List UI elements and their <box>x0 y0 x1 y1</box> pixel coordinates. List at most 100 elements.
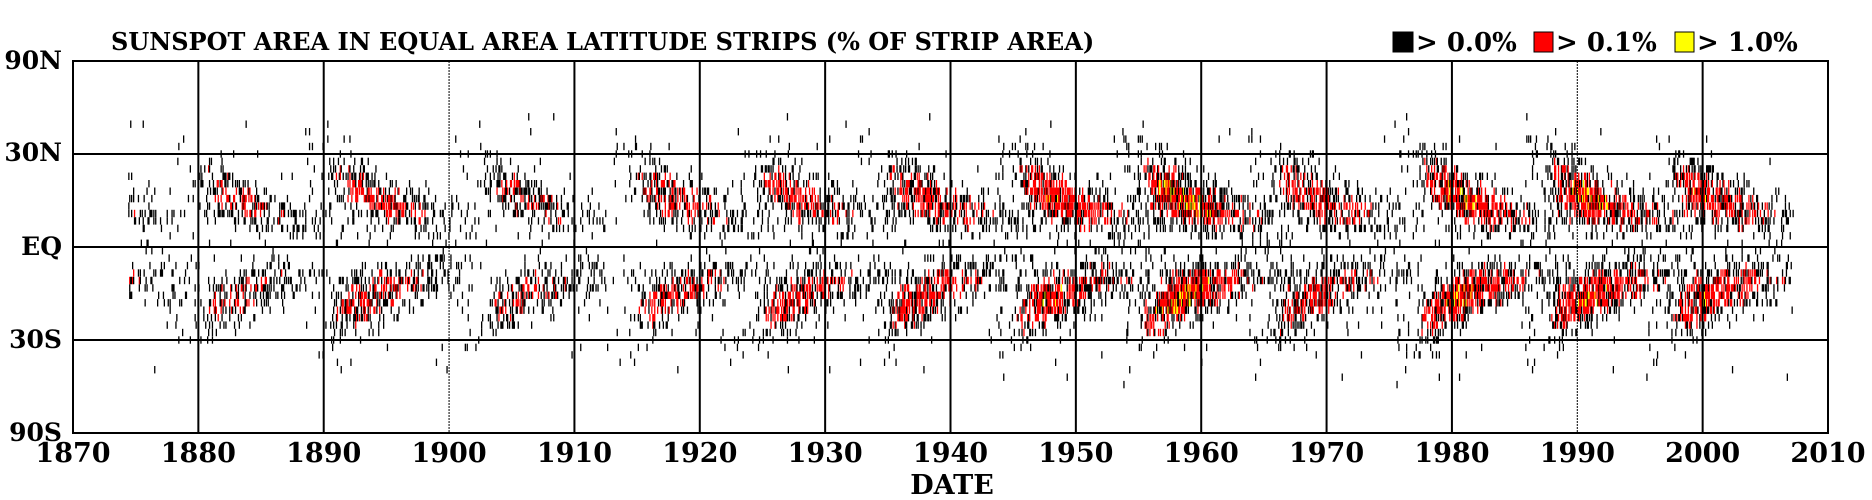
sunspot-mark <box>814 209 816 218</box>
sunspot-mark <box>659 299 662 307</box>
sunspot-mark <box>1086 202 1089 210</box>
sunspot-mark <box>207 187 209 195</box>
sunspot-mark <box>402 209 404 218</box>
sunspot-mark <box>779 180 781 188</box>
sunspot-mark <box>491 321 493 329</box>
sunspot-mark <box>1046 291 1048 299</box>
sunspot-mark <box>937 209 939 218</box>
sunspot-mark <box>389 209 391 218</box>
sunspot-mark <box>260 217 263 225</box>
sunspot-mark <box>418 217 420 225</box>
sunspot-mark <box>1020 284 1022 292</box>
sunspot-mark <box>245 120 247 128</box>
sunspot-mark <box>630 351 632 359</box>
sunspot-mark <box>811 217 814 225</box>
sunspot-mark <box>863 194 865 203</box>
sunspot-mark <box>381 202 383 210</box>
sunspot-mark <box>1154 165 1156 173</box>
sunspot-mark <box>1057 306 1059 314</box>
sunspot-mark <box>827 299 829 307</box>
sunspot-mark <box>389 202 391 210</box>
sunspot-mark <box>216 187 218 195</box>
sunspot-mark <box>370 194 372 203</box>
sunspot-mark <box>154 366 156 374</box>
sunspot-mark <box>1171 224 1173 233</box>
sunspot-mark <box>655 165 657 173</box>
sunspot-mark <box>691 284 693 292</box>
sunspot-mark <box>682 224 685 233</box>
sunspot-mark <box>721 239 723 247</box>
sunspot-mark <box>663 261 665 270</box>
sunspot-mark <box>975 269 977 277</box>
sunspot-mark <box>539 157 541 166</box>
sunspot-mark <box>544 202 546 210</box>
sunspot-mark <box>257 224 259 233</box>
sunspot-mark <box>924 172 926 180</box>
sunspot-mark <box>1152 187 1154 195</box>
sunspot-mark <box>892 217 894 225</box>
sunspot-mark <box>933 187 936 195</box>
sunspot-mark <box>143 269 145 277</box>
sunspot-mark <box>843 299 845 307</box>
sunspot-mark <box>1095 247 1097 255</box>
sunspot-mark <box>916 291 918 299</box>
sunspot-mark <box>569 172 571 180</box>
sunspot-mark <box>537 254 540 262</box>
sunspot-mark <box>346 314 348 322</box>
sunspot-mark <box>595 261 597 270</box>
sunspot-mark <box>700 224 702 233</box>
sunspot-mark <box>890 194 892 203</box>
sunspot-mark <box>607 343 609 352</box>
sunspot-mark <box>294 209 296 218</box>
sunspot-mark <box>780 194 782 203</box>
sunspot-mark <box>487 187 490 195</box>
sunspot-mark <box>912 217 914 225</box>
sunspot-mark <box>799 306 801 314</box>
sunspot-mark <box>571 217 573 225</box>
sunspot-mark <box>585 291 588 299</box>
sunspot-mark <box>993 239 995 247</box>
sunspot-mark <box>1101 254 1103 262</box>
sunspot-mark <box>1105 299 1107 307</box>
sunspot-mark <box>427 202 429 210</box>
sunspot-mark <box>960 232 963 240</box>
sunspot-mark <box>815 202 817 210</box>
sunspot-mark <box>1051 194 1053 203</box>
sunspot-mark <box>1174 299 1176 307</box>
sunspot-mark <box>907 180 909 188</box>
sunspot-mark <box>789 202 791 210</box>
sunspot-mark <box>1071 187 1073 195</box>
sunspot-mark <box>377 261 379 270</box>
sunspot-mark <box>1165 202 1167 210</box>
sunspot-mark <box>1181 202 1184 210</box>
sunspot-mark <box>917 314 919 322</box>
sunspot-mark <box>831 194 833 203</box>
sunspot-mark <box>744 269 746 277</box>
sunspot-mark <box>1080 291 1082 299</box>
sunspot-mark <box>298 224 300 233</box>
sunspot-mark <box>281 202 283 210</box>
legend-label-2: > 1.0% <box>1697 28 1798 58</box>
sunspot-mark <box>178 142 180 151</box>
sunspot-mark <box>660 284 663 292</box>
sunspot-mark <box>358 276 360 285</box>
sunspot-mark <box>214 187 216 195</box>
sunspot-mark <box>916 172 918 180</box>
sunspot-mark <box>384 194 387 203</box>
sunspot-mark <box>363 291 365 299</box>
sunspot-mark <box>791 194 793 203</box>
sunspot-mark <box>346 321 348 329</box>
sunspot-mark <box>1057 261 1059 270</box>
sunspot-mark <box>524 269 526 277</box>
sunspot-mark <box>161 269 164 277</box>
sunspot-mark <box>667 291 669 299</box>
sunspot-mark <box>774 187 776 195</box>
sunspot-mark <box>931 180 933 188</box>
sunspot-mark <box>868 157 870 166</box>
sunspot-mark <box>359 165 362 173</box>
sunspot-mark <box>534 194 537 203</box>
sunspot-mark <box>720 284 722 292</box>
sunspot-mark <box>151 209 153 218</box>
sunspot-mark <box>892 180 894 188</box>
sunspot-mark <box>1088 209 1090 218</box>
